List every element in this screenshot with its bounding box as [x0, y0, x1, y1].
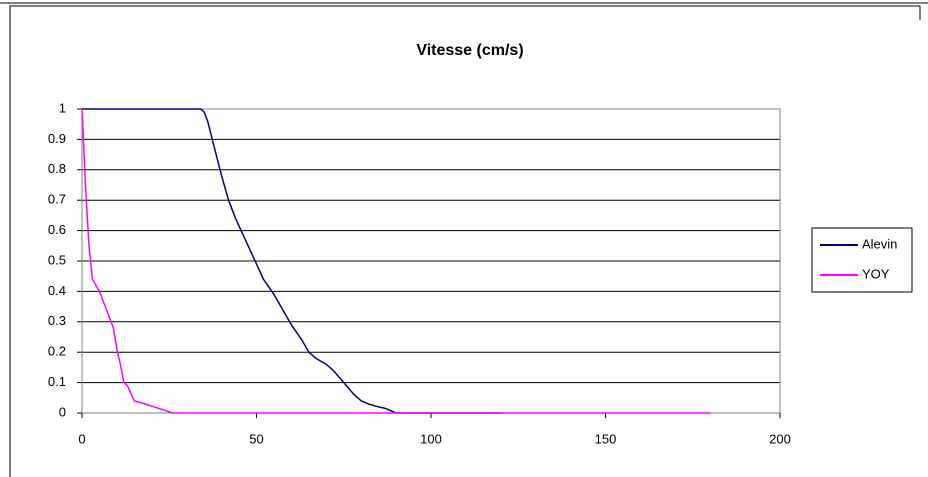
y-tick-label: 0.9: [48, 131, 66, 146]
chart-frame: [9, 5, 921, 477]
data-line: [81, 108, 711, 414]
x-tick-label: 100: [420, 431, 442, 446]
y-tick-label: 1: [59, 100, 66, 115]
legend-label: Alevin: [862, 236, 897, 251]
y-tick-label: 0.2: [48, 344, 66, 359]
x-tick-label: 50: [249, 431, 263, 446]
legend-box: [811, 227, 913, 293]
y-tick-label: 0.1: [48, 374, 66, 389]
y-tick-label: 0.6: [48, 222, 66, 237]
y-tick-label: 0.8: [48, 161, 66, 176]
legend-label: YOY: [862, 266, 890, 281]
chart-title: Vitesse (cm/s): [416, 42, 523, 59]
y-tick-label: 0.4: [48, 283, 66, 298]
y-tick-label: 0.3: [48, 313, 66, 328]
x-tick-label: 0: [78, 431, 85, 446]
x-tick-label: 150: [595, 431, 617, 446]
y-tick-label: 0.7: [48, 192, 66, 207]
y-tick-label: 0.5: [48, 252, 66, 267]
y-tick-label: 0: [59, 404, 66, 419]
data-line: [82, 108, 501, 414]
x-tick-label: 200: [769, 431, 791, 446]
